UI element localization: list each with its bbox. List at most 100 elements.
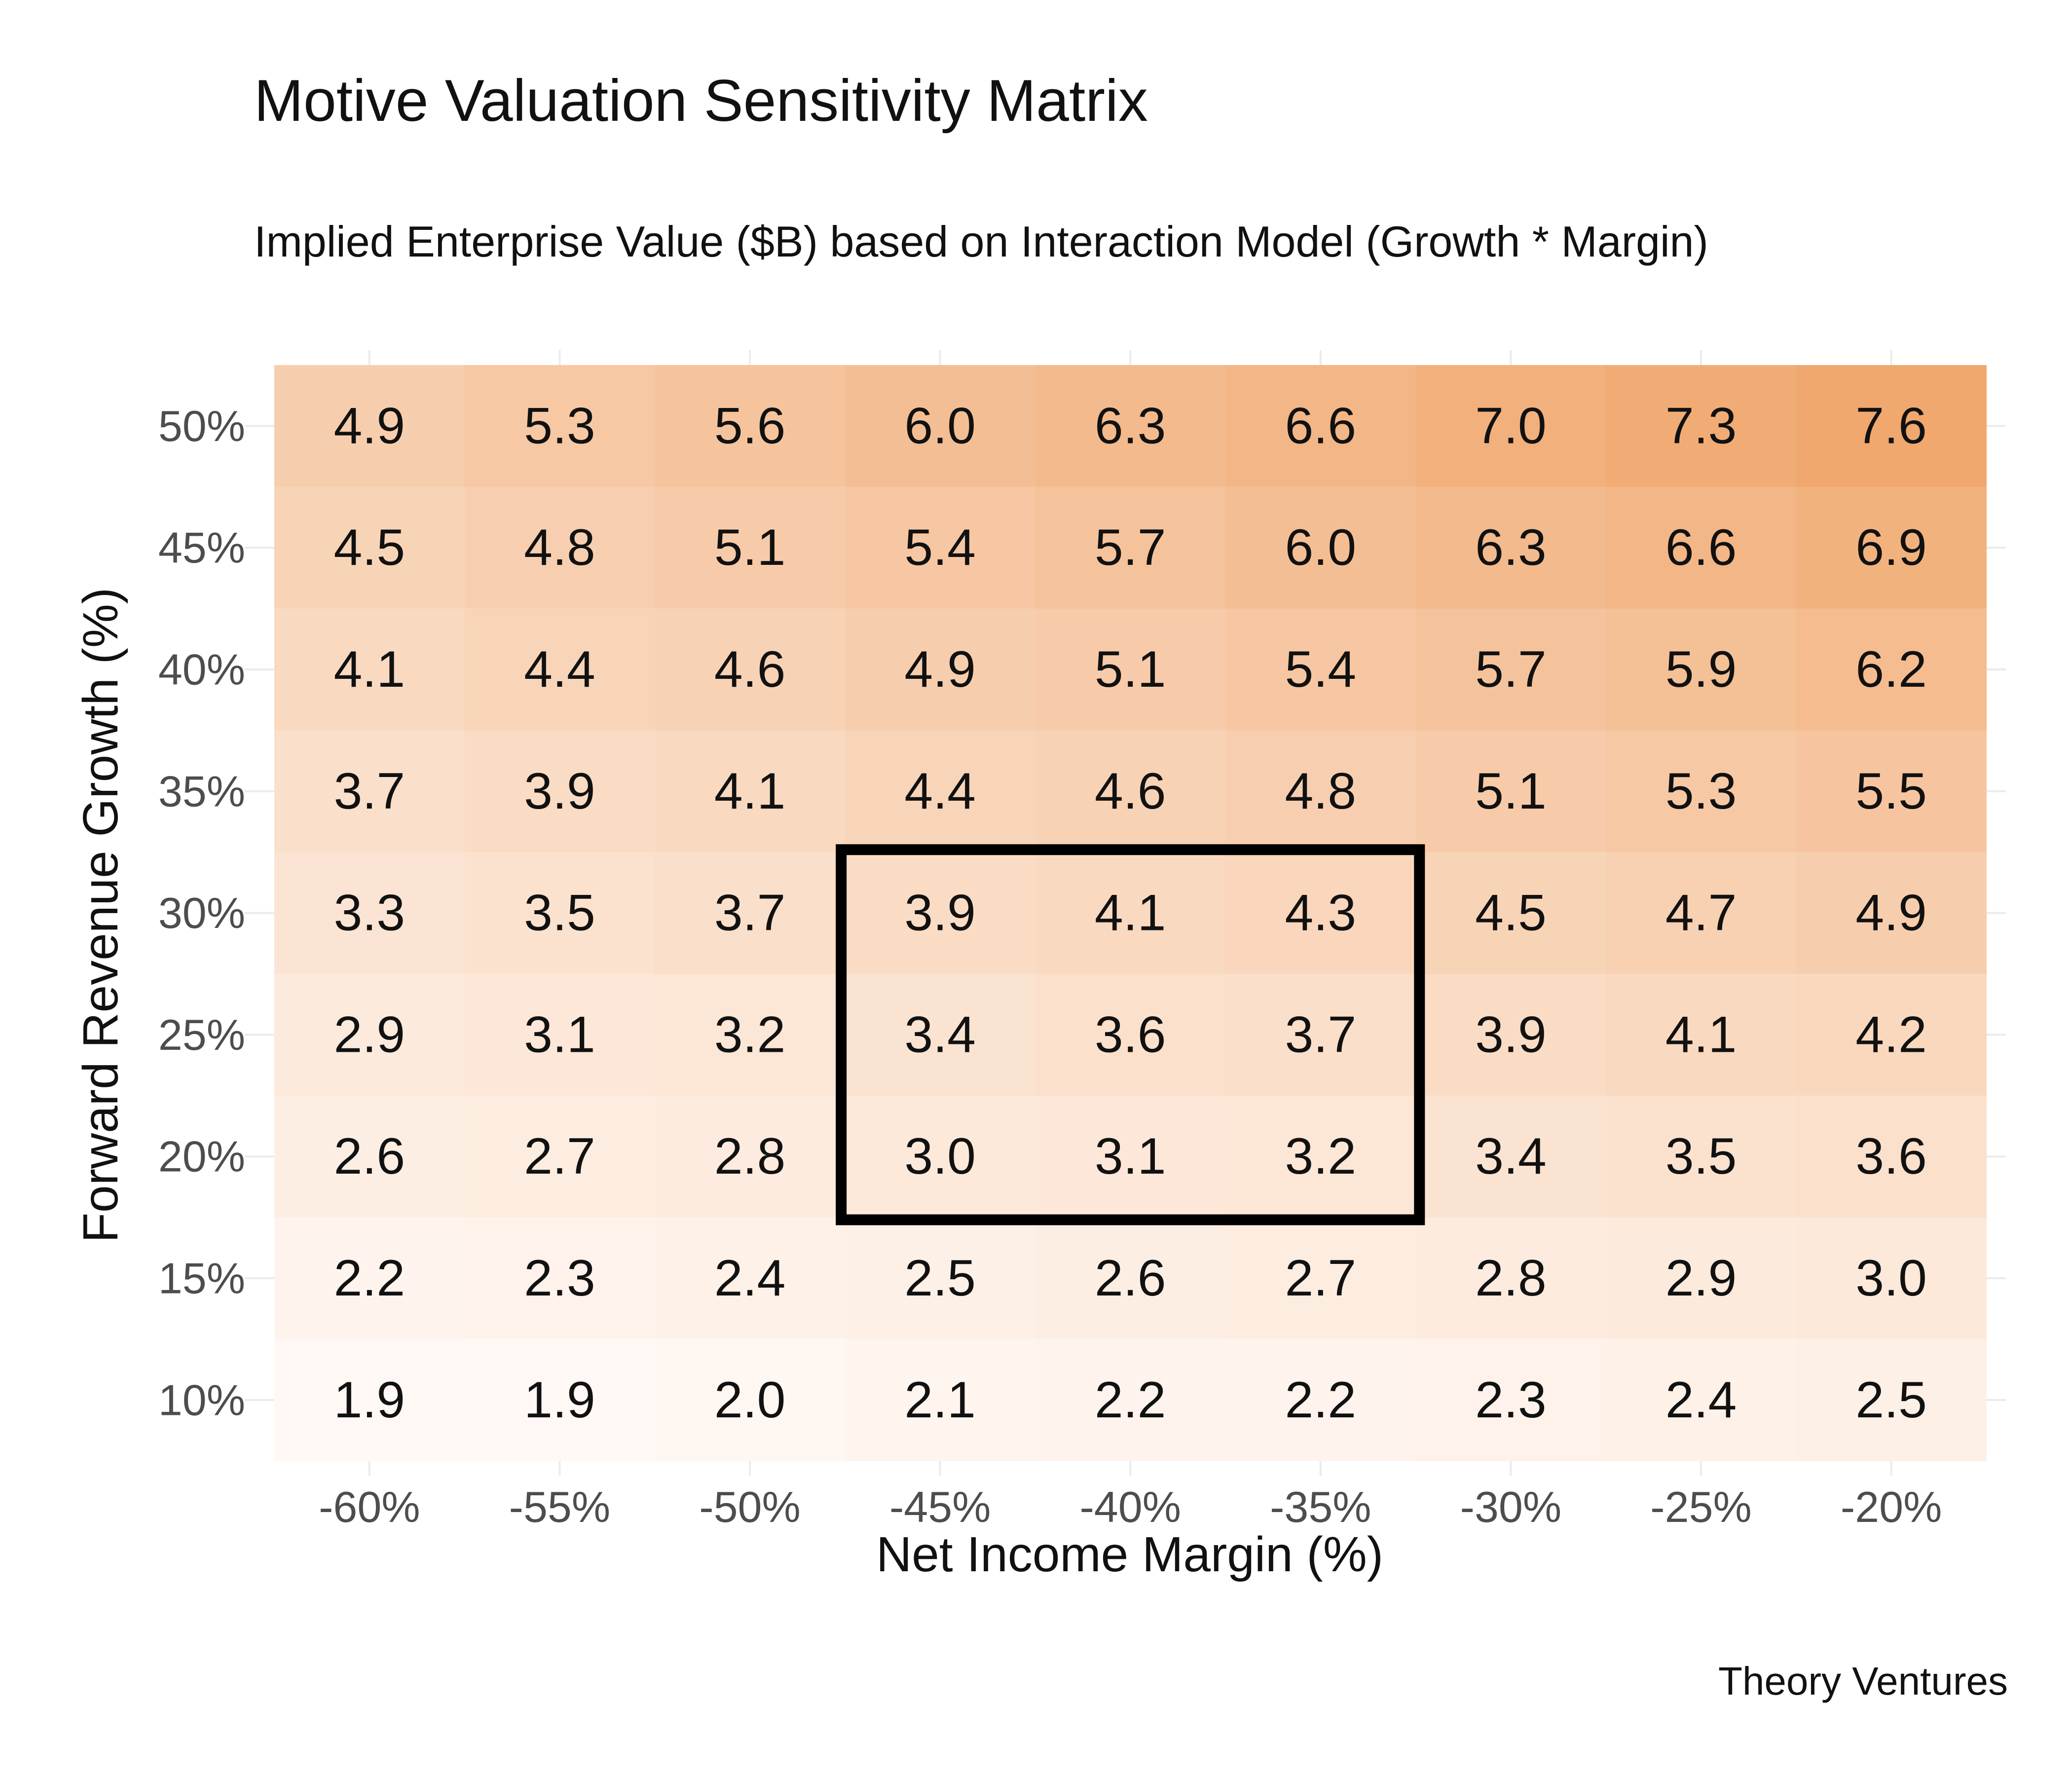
heatmap-cell (1225, 486, 1416, 609)
cell-value-label: 2.8 (714, 1128, 786, 1185)
heatmap-cell (1796, 365, 1987, 487)
heatmap-cell (1606, 852, 1797, 974)
heatmap-cell (845, 852, 1036, 974)
x-axis-ticks: -60% -55% -50% -45% -40% -35% -30% -25% -20% (319, 1482, 1942, 1531)
cell-value-label: 3.9 (904, 885, 976, 942)
y-tick-label: 15% (158, 1254, 245, 1303)
cell-value-label: 3.1 (1095, 1128, 1166, 1185)
cell-value-label: 4.9 (1855, 885, 1927, 942)
heatmap-cell (464, 852, 655, 974)
heatmap-cell (1606, 730, 1797, 852)
x-tick-label: -55% (509, 1482, 610, 1531)
cell-value-label: 2.9 (1665, 1250, 1737, 1307)
heatmap-cell (274, 852, 465, 974)
chart-caption: Theory Ventures (1718, 1659, 2008, 1703)
cell-value-label: 3.7 (714, 885, 786, 942)
cell-value-label: 4.1 (714, 763, 786, 820)
cell-value-label: 2.6 (334, 1128, 406, 1185)
cell-value-label: 7.3 (1665, 397, 1737, 454)
heatmap-cell (1606, 1339, 1797, 1461)
heatmap-cell (274, 486, 465, 609)
cell-value-label: 3.2 (714, 1006, 786, 1063)
cell-value-label: 3.6 (1855, 1128, 1927, 1185)
heatmap-cell (1225, 608, 1416, 731)
cell-value-label: 5.7 (1095, 519, 1166, 576)
cell-value-label: 3.9 (1475, 1006, 1547, 1063)
y-tick-label: 35% (158, 767, 245, 815)
cell-value-label: 1.9 (524, 1371, 595, 1429)
heatmap-cell (1035, 1217, 1226, 1339)
x-tick-label: -40% (1079, 1482, 1181, 1531)
heatmap-cell (845, 1339, 1036, 1461)
heatmap-cell (274, 1339, 465, 1461)
chart-subtitle: Implied Enterprise Value ($B) based on I… (254, 217, 1708, 266)
cell-value-label: 2.5 (904, 1250, 976, 1307)
heatmap-cell (1796, 852, 1987, 974)
heatmap-cell (1225, 365, 1416, 487)
heatmap-cell (274, 365, 465, 487)
heatmap-cell (1415, 486, 1606, 609)
heatmap-cell (1796, 1217, 1987, 1339)
heatmap-cell (1796, 1339, 1987, 1461)
heatmap-cell (274, 608, 465, 731)
cell-value-label: 2.8 (1475, 1250, 1547, 1307)
cell-value-label: 6.0 (1285, 519, 1357, 576)
x-tick-label: -50% (699, 1482, 800, 1531)
heatmap-cell (464, 730, 655, 852)
x-tick-label: -60% (319, 1482, 420, 1531)
heatmap-cell (1415, 730, 1606, 852)
heatmap-cell (1415, 974, 1606, 1096)
cell-value-label: 4.6 (1095, 763, 1166, 820)
cell-value-label: 5.5 (1855, 763, 1927, 820)
cell-value-label: 5.3 (524, 397, 595, 454)
heatmap-cell (274, 1095, 465, 1218)
y-tick-label: 45% (158, 523, 245, 572)
cell-value-label: 5.9 (1665, 641, 1737, 698)
cell-value-label: 5.4 (1285, 641, 1357, 698)
chart-title: Motive Valuation Sensitivity Matrix (254, 68, 1148, 134)
cell-value-label: 6.6 (1285, 397, 1357, 454)
cell-value-label: 7.6 (1855, 397, 1927, 454)
y-tick-label: 20% (158, 1132, 245, 1181)
heatmap-cell (1225, 1095, 1416, 1218)
x-tick-label: -25% (1650, 1482, 1751, 1531)
heatmap-cell (655, 365, 846, 487)
y-tick-label: 40% (158, 645, 245, 694)
cell-value-label: 2.7 (524, 1128, 595, 1185)
heatmap-cell (1415, 852, 1606, 974)
heatmap-cell (845, 608, 1036, 731)
heatmap-cell (1415, 1095, 1606, 1218)
heatmap-cell (1606, 365, 1797, 487)
heatmap-cell (1606, 1217, 1797, 1339)
heatmap-cell (1796, 730, 1987, 852)
highlight-box (836, 844, 1425, 1225)
heatmap-cell (655, 1095, 846, 1218)
cell-value-label: 3.4 (904, 1006, 976, 1063)
heatmap-cell (1606, 974, 1797, 1096)
heatmap-cell (464, 974, 655, 1096)
cell-value-label: 4.9 (334, 397, 406, 454)
heatmap-cell (1415, 1339, 1606, 1461)
y-axis-title: Forward Revenue Growth (%) (73, 588, 128, 1243)
cell-value-label: 1.9 (334, 1371, 406, 1429)
heatmap-cell (845, 365, 1036, 487)
cell-value-label: 3.5 (524, 885, 595, 942)
heatmap-cell (655, 730, 846, 852)
cell-value-label: 2.1 (904, 1371, 976, 1429)
cell-value-label: 3.0 (1855, 1250, 1927, 1307)
y-tick-label: 30% (158, 888, 245, 937)
cell-value-label: 4.8 (524, 519, 595, 576)
cell-value-label: 3.1 (524, 1006, 595, 1063)
heatmap-cell (464, 1339, 655, 1461)
y-axis-ticks: 50% 45% 40% 35% 30% 25% 20% 15% 10% (158, 402, 245, 1424)
x-tick-label: -35% (1270, 1482, 1371, 1531)
heatmap-cell (1415, 365, 1606, 487)
cell-value-label: 3.7 (1285, 1006, 1357, 1063)
cell-value-label: 6.9 (1855, 519, 1927, 576)
cell-value-label: 4.2 (1855, 1006, 1927, 1063)
heatmap-cell (464, 608, 655, 731)
cell-value-label: 3.0 (904, 1128, 976, 1185)
cell-value-label: 6.2 (1855, 641, 1927, 698)
cell-value-label: 5.3 (1665, 763, 1737, 820)
heatmap-cell (1225, 1339, 1416, 1461)
